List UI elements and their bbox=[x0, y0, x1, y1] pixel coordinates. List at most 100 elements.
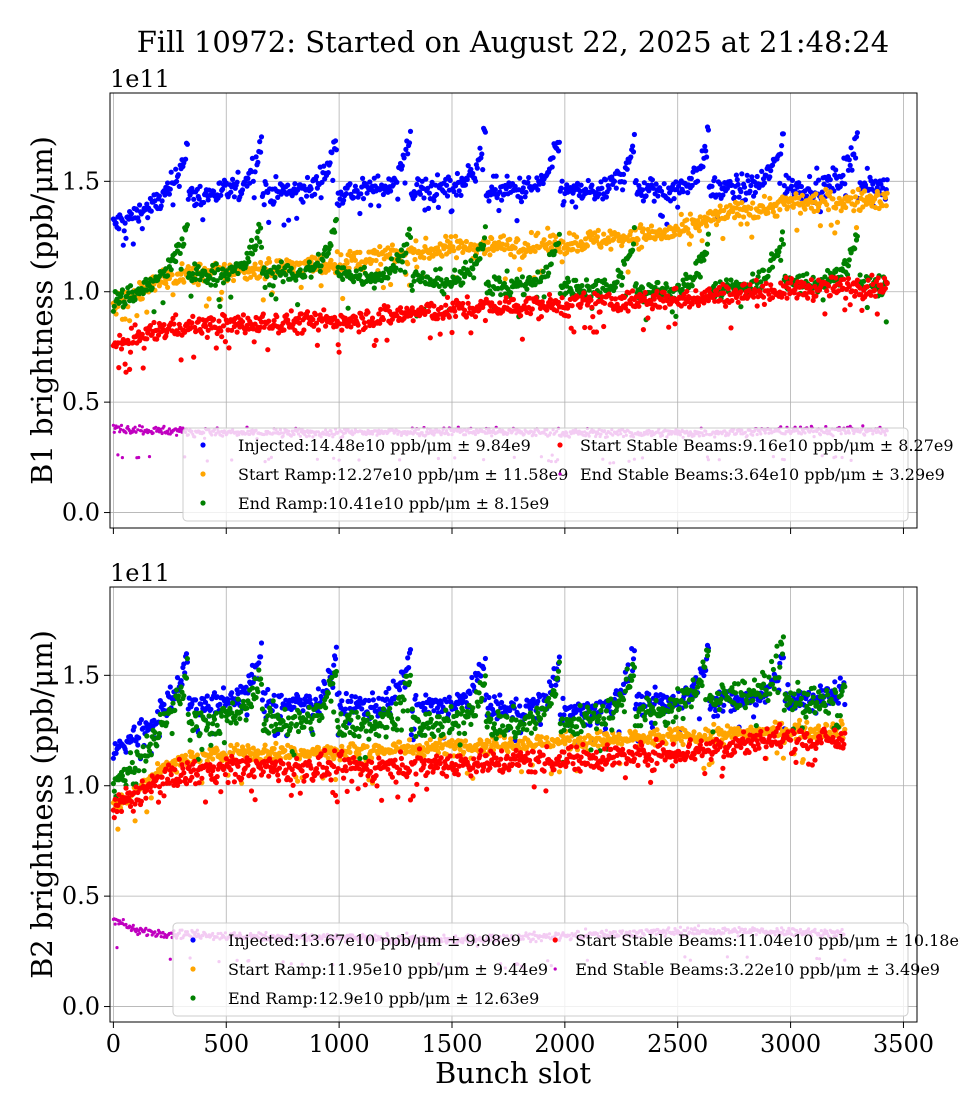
data-point bbox=[462, 307, 468, 313]
data-point bbox=[499, 197, 505, 203]
data-point bbox=[778, 257, 784, 263]
data-point bbox=[464, 294, 470, 300]
data-point bbox=[384, 337, 390, 343]
data-point bbox=[593, 329, 600, 335]
data-point bbox=[853, 194, 859, 200]
data-point bbox=[687, 211, 694, 217]
data-point bbox=[220, 323, 227, 329]
data-point bbox=[431, 303, 437, 309]
legend-marker bbox=[557, 442, 563, 448]
data-point bbox=[446, 694, 452, 700]
data-point bbox=[556, 139, 563, 145]
data-point bbox=[262, 284, 268, 290]
data-point bbox=[453, 192, 460, 198]
data-point bbox=[375, 173, 381, 179]
data-point bbox=[221, 313, 227, 319]
data-point bbox=[854, 130, 861, 136]
data-point bbox=[470, 170, 476, 177]
data-point bbox=[401, 155, 407, 161]
data-point bbox=[657, 227, 663, 233]
data-point bbox=[759, 168, 765, 174]
data-point bbox=[435, 204, 441, 210]
data-point bbox=[452, 308, 458, 314]
data-point bbox=[675, 204, 681, 210]
data-point bbox=[203, 303, 209, 309]
data-point bbox=[555, 240, 562, 246]
data-point bbox=[462, 182, 469, 188]
data-point bbox=[723, 277, 730, 283]
data-point bbox=[796, 195, 802, 201]
data-point bbox=[438, 700, 444, 706]
data-point bbox=[251, 195, 257, 201]
data-point bbox=[658, 188, 665, 194]
data-point bbox=[540, 180, 546, 187]
data-point bbox=[379, 277, 385, 284]
data-point bbox=[822, 311, 828, 317]
data-point bbox=[669, 309, 675, 315]
data-point bbox=[813, 191, 819, 197]
data-point bbox=[313, 696, 319, 702]
data-point bbox=[595, 227, 601, 233]
data-point bbox=[750, 271, 756, 277]
data-point bbox=[695, 218, 701, 224]
data-point bbox=[116, 365, 122, 371]
data-point bbox=[417, 279, 423, 285]
data-point bbox=[278, 692, 284, 698]
data-point bbox=[370, 697, 376, 703]
data-point bbox=[256, 660, 262, 666]
data-point bbox=[456, 188, 462, 194]
data-point bbox=[460, 300, 466, 307]
data-point bbox=[250, 178, 256, 184]
data-point bbox=[713, 280, 719, 287]
data-point bbox=[333, 644, 339, 650]
data-point bbox=[197, 183, 203, 189]
data-point bbox=[137, 202, 143, 208]
data-point bbox=[517, 266, 523, 272]
data-point bbox=[498, 292, 504, 298]
data-point bbox=[850, 189, 856, 195]
data-point bbox=[118, 346, 125, 352]
data-point bbox=[460, 280, 466, 286]
data-point bbox=[855, 186, 861, 192]
data-point bbox=[376, 203, 382, 209]
data-point bbox=[181, 241, 187, 247]
data-point bbox=[643, 193, 649, 199]
data-point bbox=[652, 284, 658, 291]
data-point bbox=[171, 321, 177, 327]
data-point bbox=[380, 284, 386, 291]
data-point bbox=[273, 703, 279, 709]
data-point bbox=[351, 194, 357, 201]
data-point bbox=[788, 183, 795, 189]
data-point bbox=[182, 329, 188, 335]
data-point bbox=[111, 423, 115, 427]
data-point bbox=[824, 288, 830, 294]
data-point bbox=[448, 234, 454, 240]
data-point bbox=[813, 293, 819, 299]
data-point bbox=[127, 366, 133, 372]
data-point bbox=[111, 303, 117, 309]
data-point bbox=[875, 192, 881, 198]
data-point bbox=[472, 178, 479, 184]
data-point bbox=[423, 235, 429, 241]
data-point bbox=[211, 316, 217, 322]
data-point bbox=[329, 150, 335, 156]
data-point bbox=[864, 284, 870, 290]
data-point bbox=[606, 291, 612, 297]
data-point bbox=[631, 648, 638, 654]
x-tick-label: 2500 bbox=[647, 1030, 708, 1058]
series-injected bbox=[110, 124, 890, 248]
data-point bbox=[191, 354, 197, 360]
data-point bbox=[438, 304, 444, 311]
data-point bbox=[581, 290, 587, 296]
data-point bbox=[497, 278, 503, 285]
data-point bbox=[706, 286, 712, 292]
data-point bbox=[738, 221, 744, 227]
data-point bbox=[807, 285, 814, 291]
data-point bbox=[165, 284, 171, 290]
data-point bbox=[499, 699, 505, 706]
data-point bbox=[766, 291, 772, 297]
data-point bbox=[283, 697, 289, 703]
data-point bbox=[649, 306, 656, 312]
data-point bbox=[619, 282, 625, 288]
legend-marker bbox=[200, 471, 206, 477]
